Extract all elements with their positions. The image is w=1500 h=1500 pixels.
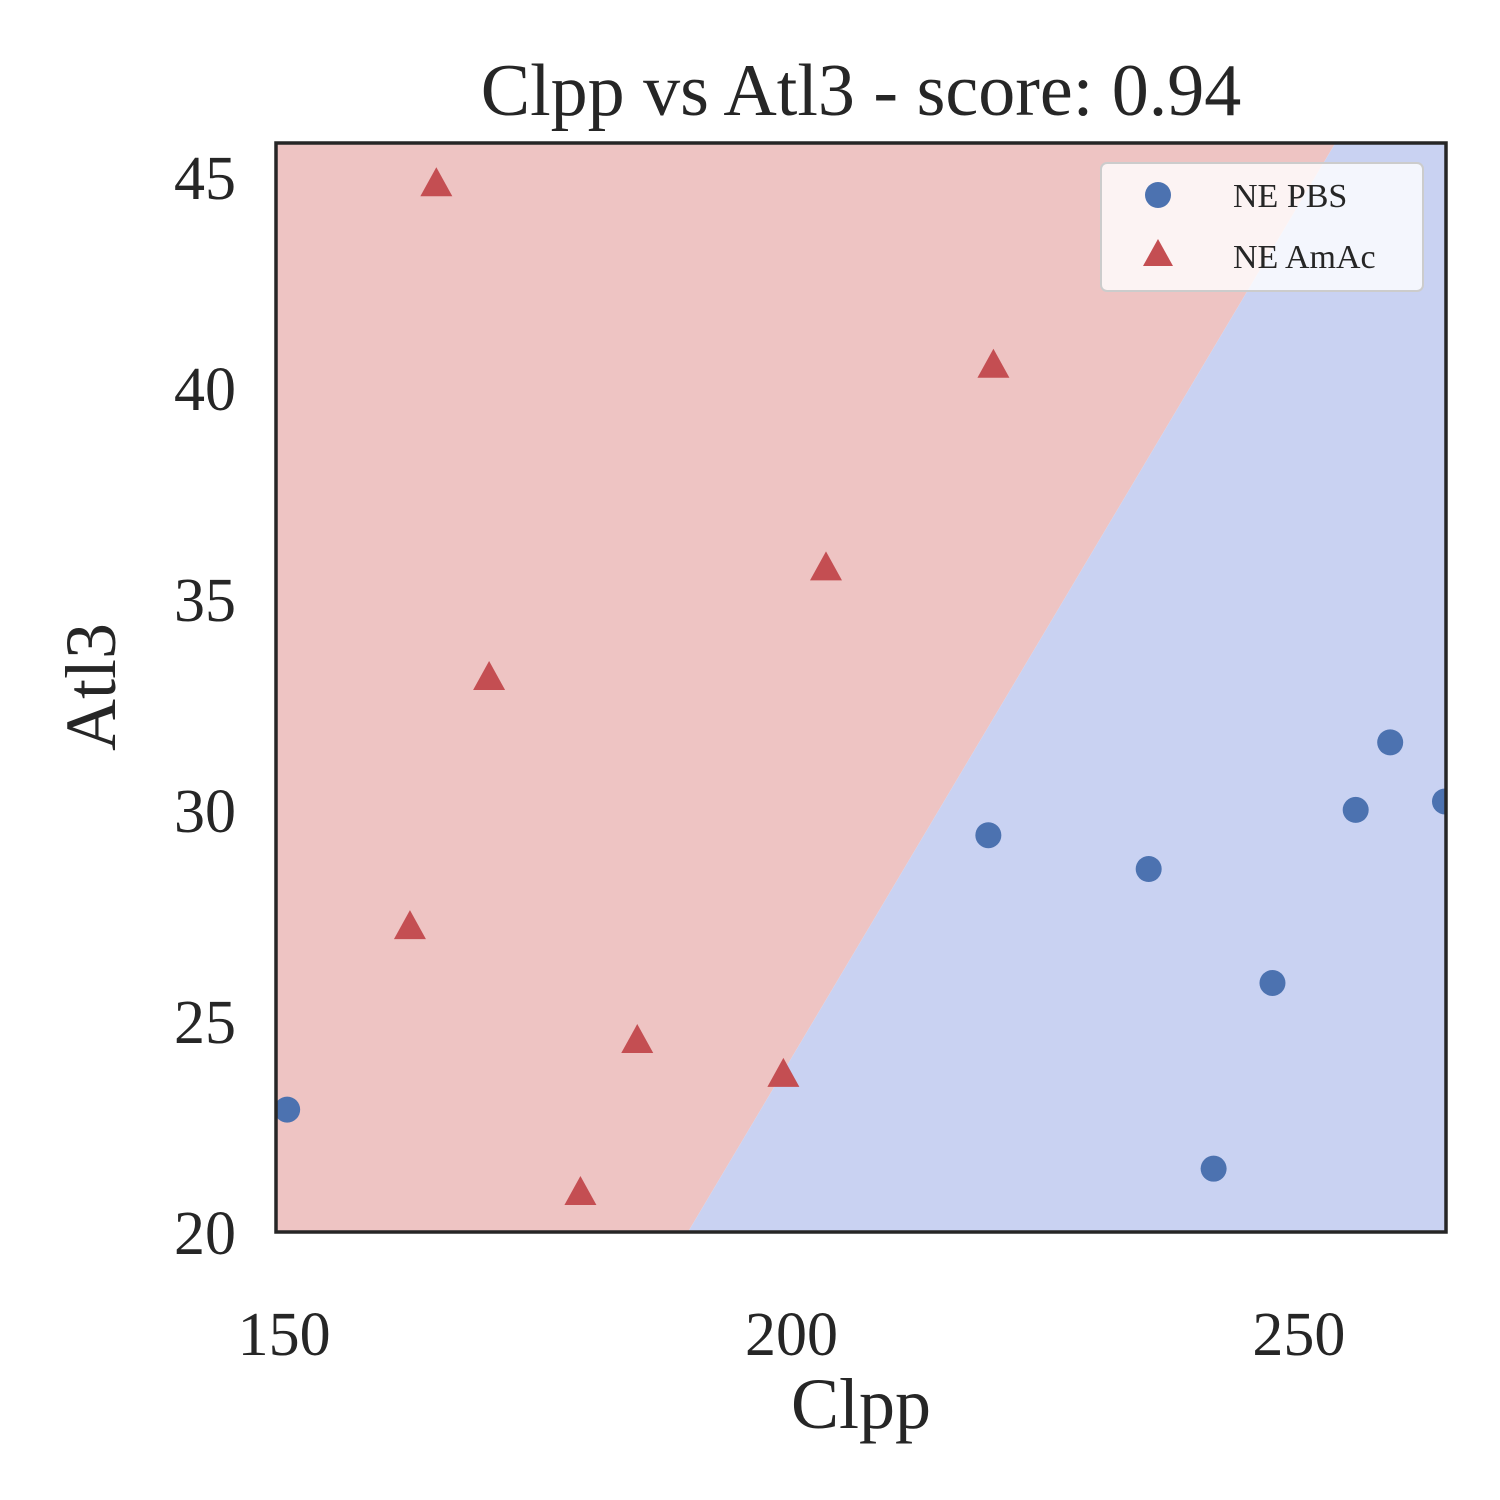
region-ne-amac	[276, 143, 1336, 1232]
plot-frame	[274, 141, 1448, 1234]
legend-label-ne-amac: NE AmAc	[1233, 239, 1376, 276]
data-point-ne-pbs	[975, 822, 1002, 849]
data-points	[276, 167, 1446, 1206]
legend-box	[1100, 162, 1424, 292]
data-point-ne-pbs	[1200, 1155, 1227, 1182]
y-tick-label: 35	[174, 567, 236, 635]
data-point-ne-amac	[977, 348, 1010, 378]
y-axis-label: Atl3	[51, 623, 131, 751]
data-point-ne-amac	[809, 551, 842, 581]
data-point-ne-pbs	[1135, 856, 1162, 882]
legend-label-ne-pbs: NE PBS	[1233, 178, 1347, 215]
legend-marker-ne-amac	[1143, 239, 1173, 266]
y-tick-label: 20	[174, 1200, 236, 1268]
y-tick-label: 30	[174, 778, 236, 846]
data-point-ne-amac	[564, 1176, 597, 1206]
plot-area	[276, 143, 1446, 1232]
legend: NE PBS NE AmAc	[1100, 162, 1424, 292]
data-point-ne-pbs	[276, 1096, 301, 1123]
data-point-ne-amac	[621, 1024, 654, 1054]
y-tick-label: 45	[174, 145, 236, 213]
data-point-ne-amac	[767, 1057, 800, 1087]
data-point-ne-pbs	[1431, 788, 1446, 815]
data-point-ne-amac	[393, 910, 426, 940]
data-point-ne-pbs	[1342, 796, 1369, 823]
data-point-ne-amac	[473, 661, 506, 691]
legend-marker-ne-pbs	[1145, 182, 1171, 208]
data-point-ne-pbs	[1259, 969, 1286, 996]
y-tick-label: 40	[174, 356, 236, 424]
data-point-ne-pbs	[1377, 729, 1404, 756]
data-point-ne-amac	[420, 167, 453, 197]
region-ne-pbs	[687, 143, 1446, 1232]
y-tick-label: 25	[174, 989, 236, 1057]
x-axis-ticks: 150 200 250	[238, 1301, 1346, 1369]
x-tick-label: 200	[745, 1301, 838, 1369]
x-tick-label: 150	[238, 1301, 331, 1369]
x-tick-label: 250	[1252, 1301, 1345, 1369]
chart-title: Clpp vs Atl3 - score: 0.94	[481, 50, 1242, 132]
x-axis-label: Clpp	[791, 1364, 931, 1444]
y-axis-ticks: 20 25 30 35 40 45	[174, 145, 236, 1268]
